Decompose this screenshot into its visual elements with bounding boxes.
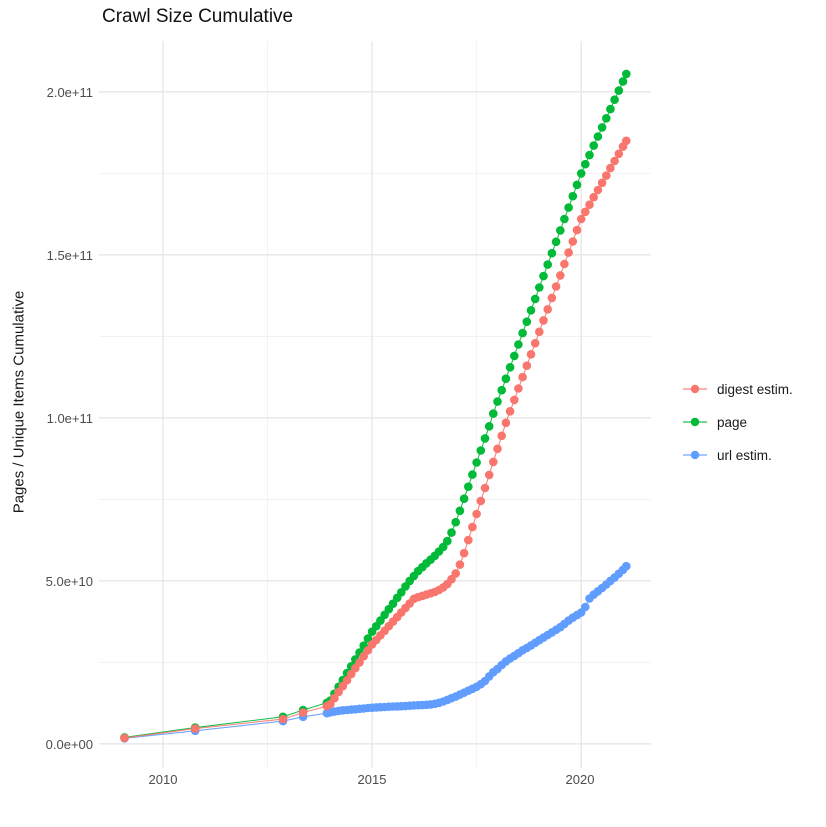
y-tick-label: 1.0e+11 (46, 411, 93, 426)
y-tick-label: 2.0e+11 (46, 85, 93, 100)
y-tick-label: 0.0e+00 (45, 737, 93, 752)
y-tick-label: 1.5e+11 (46, 248, 93, 263)
x-tick-label: 2010 (148, 772, 178, 787)
legend-item-page: page (682, 411, 793, 433)
legend-label: digest estim. (717, 381, 793, 397)
y-tick-label: 5.0e+10 (45, 574, 93, 589)
legend-key-line-point-icon (683, 384, 707, 394)
legend-key-line-point-icon (683, 417, 707, 427)
legend-label: page (717, 414, 748, 430)
legend-item-url: url estim. (682, 444, 793, 466)
legend-key-line-point-icon (683, 450, 707, 460)
chart-title: Crawl Size Cumulative (102, 6, 294, 27)
legend: digest estim. page url estim. (682, 378, 793, 477)
legend-label: url estim. (717, 447, 772, 463)
y-axis-title: Pages / Unique Items Cumulative (10, 290, 28, 514)
x-tick-label: 2020 (565, 772, 595, 787)
x-tick-label: 2015 (357, 772, 387, 787)
legend-item-digest: digest estim. (682, 378, 793, 400)
